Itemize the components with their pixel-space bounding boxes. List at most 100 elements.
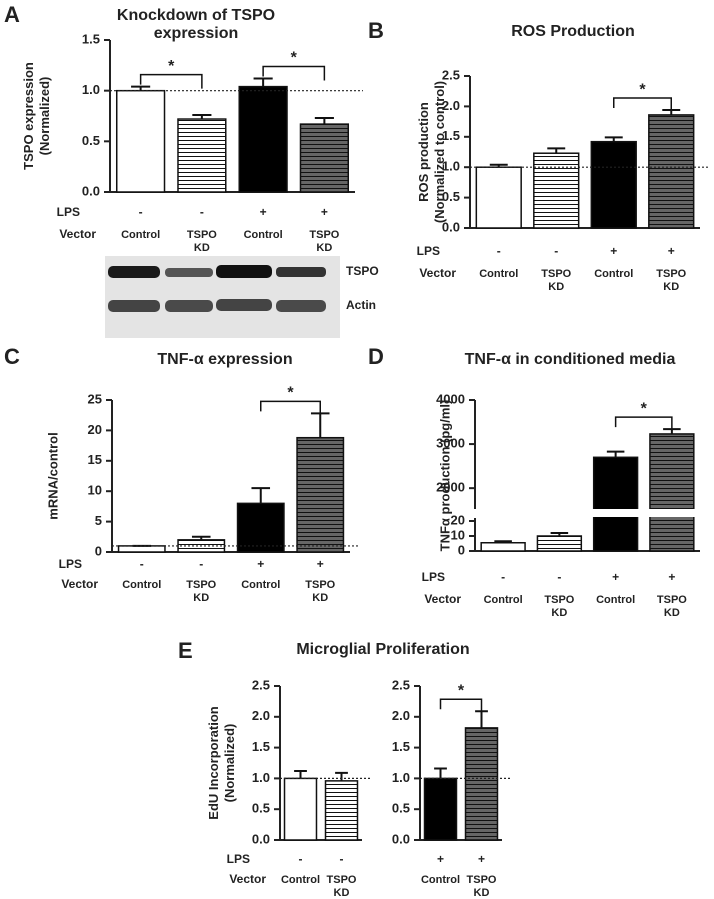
- y-tick-label: 1.0: [392, 770, 410, 785]
- bar: [177, 118, 227, 193]
- y-axis-label: EdU Incorporation(Normalized): [206, 706, 237, 819]
- x-tick-label-line: TSPO: [544, 594, 574, 606]
- y-tick-label: 4000: [436, 391, 465, 406]
- lps-label: +: [610, 244, 617, 258]
- x-tick-label-line: KD: [316, 242, 332, 254]
- y-tick-label: 2.5: [392, 677, 410, 692]
- significance-label: *: [291, 50, 298, 67]
- error-bar: [335, 771, 348, 781]
- y-tick-label: 2.5: [252, 677, 270, 692]
- bar: [238, 85, 288, 193]
- x-tick-label: Control: [122, 579, 161, 591]
- significance-bracket: [614, 416, 673, 432]
- significance-label: *: [458, 682, 465, 699]
- x-tick-label: TSPO KD: [544, 594, 574, 619]
- x-tick-label-line: TSPO: [305, 579, 335, 591]
- error-bar: [191, 535, 211, 540]
- x-tick-label: Control: [479, 268, 518, 280]
- bar: [592, 456, 639, 552]
- blot-band: [216, 299, 272, 311]
- error-bar: [314, 117, 334, 125]
- row-label: Vector: [424, 592, 461, 606]
- y-tick-label: 3000: [436, 436, 465, 451]
- x-tick-label-line: TSPO: [656, 268, 686, 280]
- row-label: Vector: [229, 872, 266, 886]
- y-tick-label: 0: [458, 542, 465, 557]
- x-tick-label: TSPO KD: [467, 874, 497, 899]
- error-bar: [604, 136, 623, 142]
- y-axis-label: mRNA/control: [45, 432, 60, 519]
- row-label: LPS: [59, 557, 82, 571]
- bar: [115, 89, 166, 193]
- x-tick-label: TSPO KD: [657, 594, 687, 619]
- x-tick-label: TSPO KD: [305, 579, 335, 604]
- x-tick-label-line: KD: [664, 607, 680, 619]
- row-label: Vector: [419, 266, 456, 280]
- lps-label: +: [612, 570, 619, 584]
- lps-label: +: [668, 244, 675, 258]
- chart-title: ROS Production: [511, 23, 635, 40]
- y-axis-label: TSPO expression(Normalized): [21, 62, 52, 170]
- x-tick-label-line: KD: [312, 592, 328, 604]
- bar: [590, 140, 637, 229]
- x-tick-label: TSPO KD: [656, 268, 686, 293]
- y-tick-label: 10: [451, 527, 465, 542]
- error-bar: [192, 113, 212, 120]
- x-tick-label: Control: [121, 229, 160, 241]
- y-tick-label: 10: [88, 483, 102, 498]
- row-label: LPS: [422, 570, 445, 584]
- error-bar: [547, 147, 566, 154]
- blot-band: [165, 268, 213, 277]
- y-tick-label: 0.5: [252, 801, 270, 816]
- panel-letter: E: [178, 638, 193, 663]
- x-tick-label: TSPO KD: [187, 229, 217, 254]
- x-tick-label-line: TSPO: [327, 874, 357, 886]
- chart-title: Knockdown of TSPO expression: [117, 7, 275, 42]
- lps-label: -: [340, 852, 344, 866]
- error-bar: [294, 770, 307, 779]
- error-bar: [434, 767, 447, 779]
- lps-label: +: [668, 570, 675, 584]
- error-bar: [494, 540, 512, 543]
- row-label: LPS: [417, 244, 440, 258]
- bar: [236, 502, 285, 553]
- blot-label: TSPO: [346, 264, 379, 278]
- western-blot: TSPO Actin: [105, 256, 379, 338]
- x-tick-label: Control: [241, 579, 280, 591]
- blot-band: [276, 267, 326, 277]
- error-bar: [550, 532, 569, 536]
- x-tick-label-line: TSPO: [309, 229, 339, 241]
- y-tick-label: 1.5: [252, 739, 270, 754]
- row-label: Vector: [61, 577, 98, 591]
- lps-label: +: [321, 205, 328, 219]
- lps-label: -: [200, 205, 204, 219]
- significance-label: *: [641, 400, 648, 417]
- y-tick-label: 1.0: [442, 159, 460, 174]
- lps-label: -: [557, 570, 561, 584]
- y-tick-label: 0.0: [392, 831, 410, 846]
- x-tick-label: TSPO KD: [309, 229, 339, 254]
- blot-band: [276, 300, 326, 312]
- row-label: LPS: [227, 852, 250, 866]
- bar: [648, 114, 695, 229]
- y-axis-label-line: (Normalized): [37, 77, 52, 156]
- x-tick-label-line: TSPO: [541, 268, 571, 280]
- bar: [296, 436, 345, 553]
- lps-label: -: [501, 570, 505, 584]
- blot-label: Actin: [346, 298, 376, 312]
- blot-band: [108, 266, 160, 278]
- y-axis-label: ROS production(Normalized to control): [416, 81, 447, 223]
- error-bar: [310, 412, 330, 438]
- error-bar: [606, 450, 625, 458]
- y-tick-label: 0.0: [252, 831, 270, 846]
- significance-bracket: [139, 73, 203, 89]
- lps-label: +: [437, 852, 444, 866]
- y-tick-label: 2.0: [442, 98, 460, 113]
- panel-letter: C: [4, 344, 20, 369]
- panel-letter: B: [368, 18, 384, 43]
- bar: [649, 433, 695, 552]
- x-tick-label: TSPO KD: [327, 874, 357, 899]
- significance-bracket: [262, 65, 326, 81]
- x-tick-label: Control: [594, 268, 633, 280]
